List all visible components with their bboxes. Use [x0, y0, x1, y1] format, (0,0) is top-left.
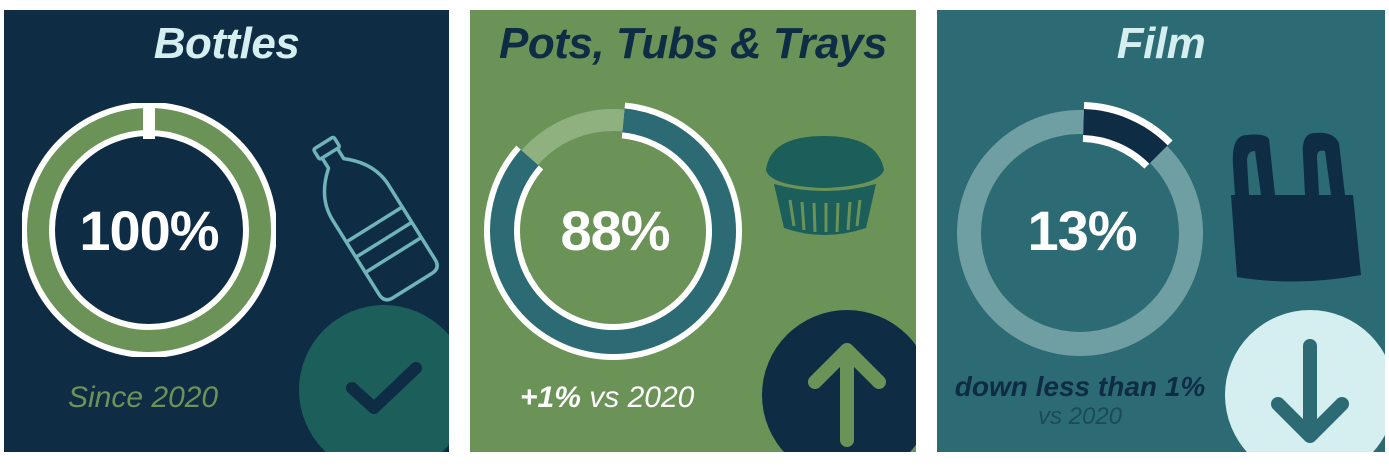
- pots-ring: [480, 98, 746, 364]
- bottles-caption: Since 2020: [68, 381, 219, 414]
- plastic-bag-icon: [1217, 125, 1367, 295]
- bottles-panel: Bottles 100% Since 2020: [4, 10, 449, 452]
- film-ring: [947, 100, 1213, 366]
- pots-caption: +1% vs 2020: [520, 381, 694, 415]
- arrow-down-icon: [1270, 338, 1350, 453]
- bottles-badge: [299, 305, 449, 452]
- pots-badge: [762, 310, 916, 452]
- pots-percent: 88%: [560, 199, 670, 262]
- pots-caption-change: +1%: [520, 381, 581, 414]
- film-caption-line2: vs 2020: [1037, 403, 1123, 430]
- pots-panel: Pots, Tubs & Trays 88% +1%: [470, 10, 916, 452]
- film-caption: down less than 1% vs 2020: [945, 372, 1215, 432]
- pots-title: Pots, Tubs & Trays: [499, 19, 887, 68]
- film-title: Film: [1116, 19, 1206, 68]
- film-panel: Film 13% down less than 1% vs 2020: [937, 10, 1385, 452]
- bottles-percent: 100%: [79, 199, 219, 262]
- pots-caption-rest: vs 2020: [589, 381, 695, 414]
- food-tub-icon: [760, 130, 890, 245]
- bottles-ring: [22, 103, 276, 357]
- film-caption-line1: down less than 1%: [954, 371, 1206, 402]
- film-badge: [1225, 310, 1385, 452]
- bottles-title: Bottles: [153, 19, 300, 68]
- checkmark-icon: [344, 358, 424, 423]
- arrow-up-icon: [807, 338, 887, 453]
- film-percent: 13%: [1027, 199, 1137, 262]
- plastic-bottle-icon: [294, 128, 444, 308]
